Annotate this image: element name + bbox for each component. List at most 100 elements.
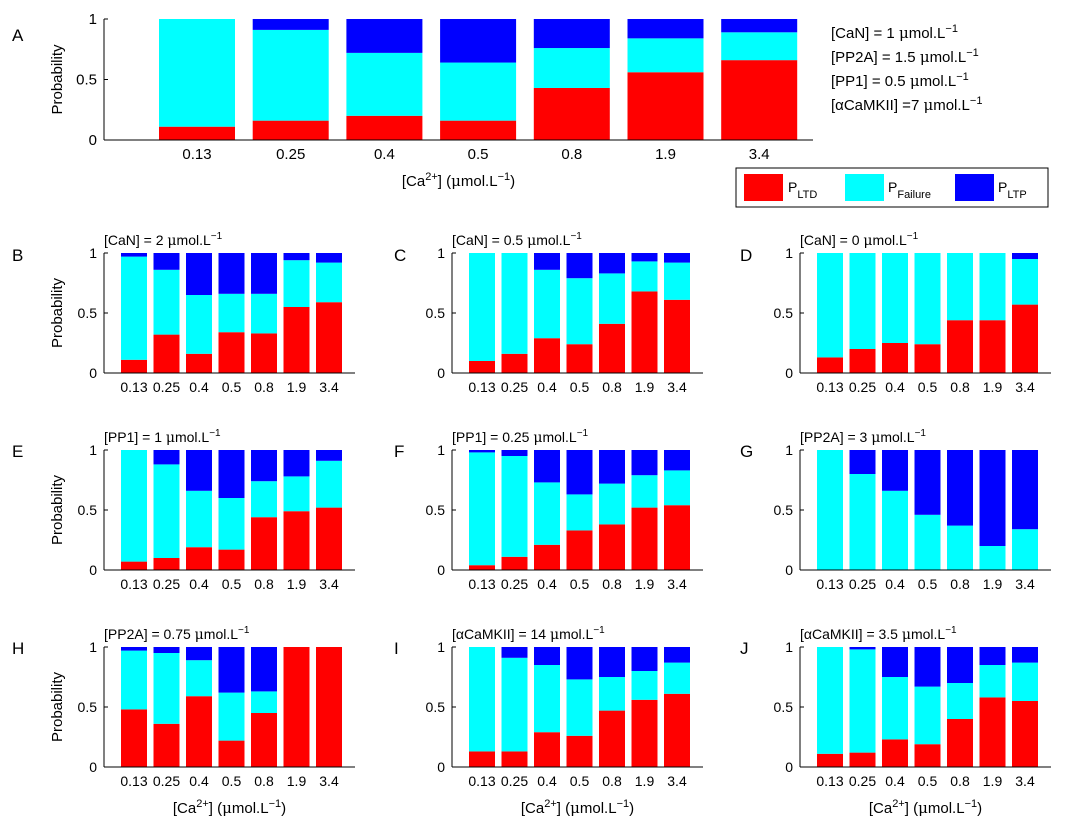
xtick-d-5: 0.8 xyxy=(950,379,970,395)
xtick-h-6: 1.9 xyxy=(287,773,307,789)
bar-d-ltd-6 xyxy=(979,320,1006,373)
bar-a-failure-5 xyxy=(533,48,610,88)
bar-b-ltd-1 xyxy=(121,359,147,373)
bar-f-failure-1 xyxy=(469,452,495,566)
bar-i-ltd-1 xyxy=(469,751,495,767)
panel-c-title: [CaN] = 0.5 μmol.L−1 xyxy=(452,231,582,249)
panel-a-condition-1: [CaN] = 1 μmol.L−1 xyxy=(831,23,958,42)
ytick-f-0: 0 xyxy=(437,562,445,578)
bar-e-ltp-4 xyxy=(218,450,245,498)
xtick-b-3: 0.4 xyxy=(189,379,209,395)
bar-b-ltp-2 xyxy=(153,253,180,270)
bar-a-ltp-3 xyxy=(346,19,423,53)
xtick-g-5: 0.8 xyxy=(950,576,970,592)
legend-label-failure: PFailure xyxy=(888,179,931,201)
bar-j-failure-5 xyxy=(947,683,973,719)
bar-f-ltd-1 xyxy=(469,565,495,570)
xtick-g-4: 0.5 xyxy=(918,576,938,592)
xtick-e-6: 1.9 xyxy=(287,576,307,592)
bar-g-ltp-3 xyxy=(882,450,908,491)
xtick-g-3: 0.4 xyxy=(885,576,905,592)
bar-j-ltp-2 xyxy=(849,647,876,650)
bar-d-ltd-4 xyxy=(914,344,941,373)
ylabel-b: Probability xyxy=(49,277,66,348)
xtick-j-2: 0.25 xyxy=(849,773,876,789)
xtick-h-5: 0.8 xyxy=(254,773,274,789)
bar-a-failure-4 xyxy=(440,62,517,121)
bar-i-failure-6 xyxy=(631,671,658,700)
xtick-f-4: 0.5 xyxy=(570,576,590,592)
bar-i-ltd-6 xyxy=(631,699,658,767)
xtick-i-2: 0.25 xyxy=(501,773,528,789)
bar-d-ltd-1 xyxy=(817,357,843,373)
xtick-d-7: 3.4 xyxy=(1015,379,1035,395)
bar-g-ltp-5 xyxy=(947,450,973,526)
panel-f-letter: F xyxy=(394,442,404,461)
xtick-h-7: 3.4 xyxy=(319,773,339,789)
xtick-g-2: 0.25 xyxy=(849,576,876,592)
bar-d-failure-1 xyxy=(817,253,843,358)
xtick-e-5: 0.8 xyxy=(254,576,274,592)
bar-h-ltd-2 xyxy=(153,723,180,767)
bar-a-failure-3 xyxy=(346,52,423,116)
panel-i: I [αCaMKII] = 14 μmol.L−1 0.13 0.25 0.4 0.5 0.… xyxy=(394,625,703,817)
bar-g-failure-5 xyxy=(947,525,973,570)
bar-h-ltp-5 xyxy=(251,647,277,692)
panel-h-letter: H xyxy=(12,639,24,658)
panel-g-letter: G xyxy=(740,442,753,461)
xtick-h-4: 0.5 xyxy=(222,773,242,789)
xtick-e-7: 3.4 xyxy=(319,576,339,592)
bar-f-ltd-3 xyxy=(534,544,560,570)
bar-e-ltp-3 xyxy=(186,450,212,491)
bar-c-failure-1 xyxy=(469,253,495,361)
bar-h-ltd-3 xyxy=(186,696,212,767)
bar-f-failure-4 xyxy=(566,494,593,531)
panel-j: J [αCaMKII] = 3.5 μmol.L−1 0.13 0.25 0.4 0.5 0… xyxy=(740,625,1051,817)
bar-a-ltp-2 xyxy=(252,19,329,30)
ytick-d-2: 1 xyxy=(785,245,793,261)
bar-c-ltp-4 xyxy=(566,253,593,279)
bar-g-ltp-6 xyxy=(979,450,1006,546)
xtick-c-2: 0.25 xyxy=(501,379,528,395)
xtick-a-4: 0.5 xyxy=(468,146,489,163)
bar-i-ltd-5 xyxy=(599,710,625,767)
xtick-b-5: 0.8 xyxy=(254,379,274,395)
xtick-b-2: 0.25 xyxy=(153,379,180,395)
ytick-b-1: 0.5 xyxy=(78,305,98,321)
panel-a-conditions: [CaN] = 1 μmol.L−1 [PP2A] = 1.5 μmol.L−1 [… xyxy=(831,23,982,114)
bar-b-failure-3 xyxy=(186,295,212,354)
panel-d-letter: D xyxy=(740,246,752,265)
xtick-c-7: 3.4 xyxy=(667,379,687,395)
bar-b-ltp-7 xyxy=(316,253,342,263)
xtick-b-7: 3.4 xyxy=(319,379,339,395)
bar-i-ltp-7 xyxy=(664,647,690,663)
bar-j-ltp-5 xyxy=(947,647,973,683)
legend: PLTD PFailure PLTP xyxy=(735,167,1049,208)
bar-c-ltd-5 xyxy=(599,323,625,373)
bar-e-ltd-1 xyxy=(121,561,147,570)
xlabel-i: [Ca2+] (μmol.L−1) xyxy=(521,798,634,817)
xtick-a-6: 1.9 xyxy=(655,146,676,163)
bar-i-ltp-5 xyxy=(599,647,625,677)
panel-h-title: [PP2A] = 0.75 μmol.L−1 xyxy=(104,625,250,643)
bar-g-failure-2 xyxy=(849,474,876,570)
bar-c-ltp-5 xyxy=(599,253,625,274)
ytick-e-2: 1 xyxy=(89,442,97,458)
ytick-g-1: 0.5 xyxy=(774,502,794,518)
xtick-c-3: 0.4 xyxy=(537,379,557,395)
bar-b-failure-1 xyxy=(121,256,147,360)
bar-b-ltd-3 xyxy=(186,353,212,373)
ytick-e-0: 0 xyxy=(89,562,97,578)
legend-swatch-failure xyxy=(845,174,884,201)
xtick-a-2: 0.25 xyxy=(276,146,305,163)
panels-group: A 0.13 0.25 0.4 0.5 0.8 1.9 3.4 0 0.5 1 Probability… xyxy=(12,11,1051,817)
bar-c-ltd-7 xyxy=(664,299,690,373)
bar-d-failure-5 xyxy=(947,253,973,321)
xtick-j-4: 0.5 xyxy=(918,773,938,789)
bar-d-failure-3 xyxy=(882,253,908,343)
xtick-i-5: 0.8 xyxy=(602,773,622,789)
bar-f-failure-7 xyxy=(664,470,690,506)
xtick-f-2: 0.25 xyxy=(501,576,528,592)
bar-d-ltp-7 xyxy=(1012,253,1038,259)
